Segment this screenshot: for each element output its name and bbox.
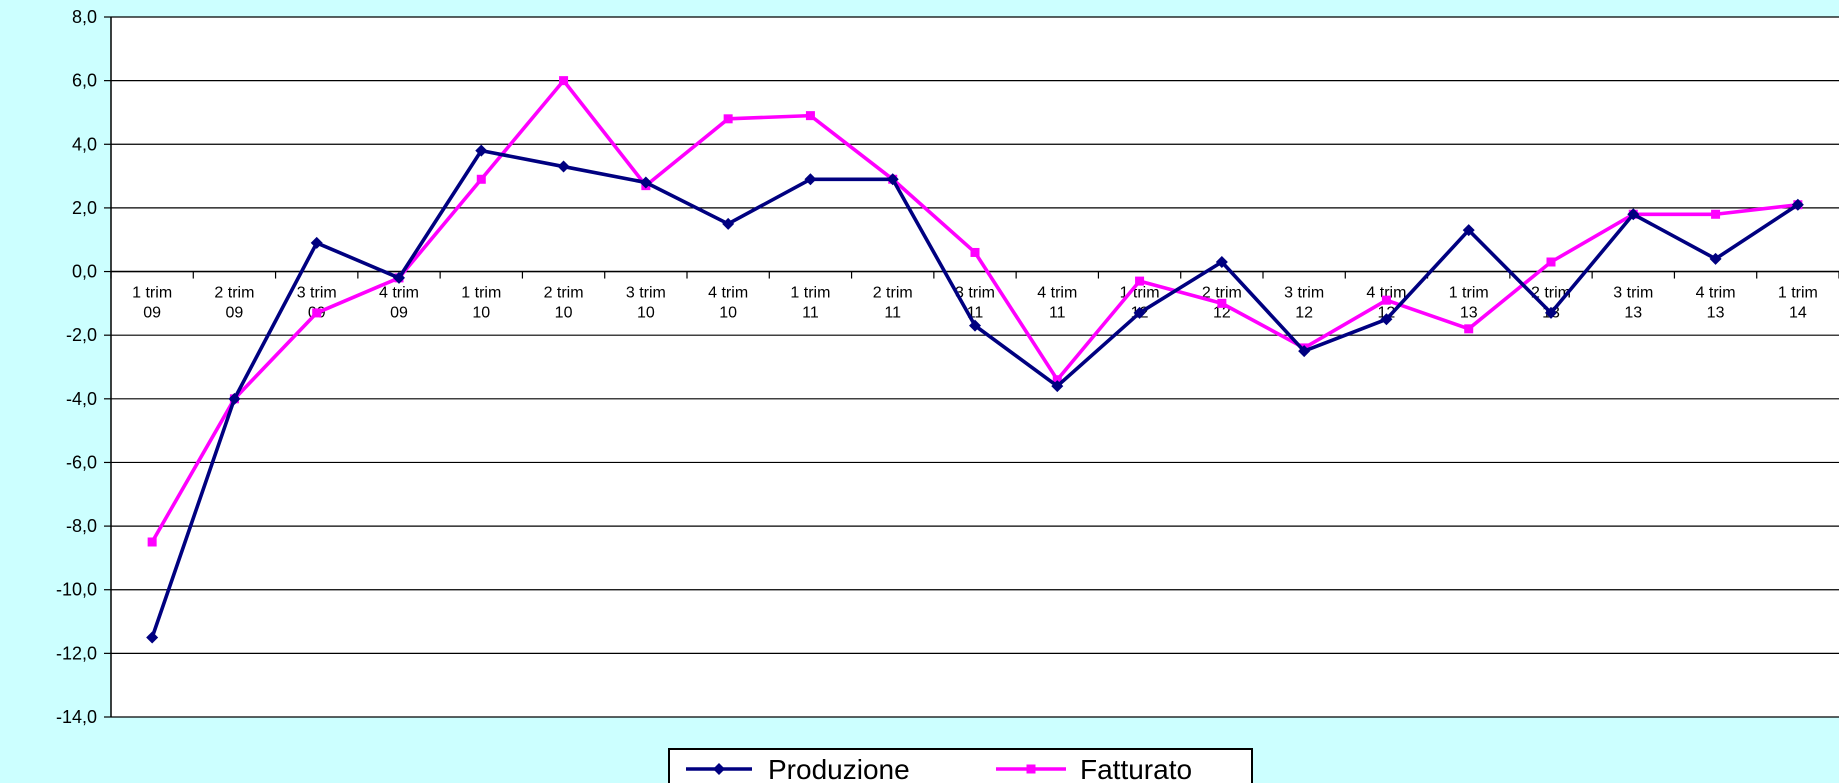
x-tick-label-line1: 2 trim xyxy=(1531,285,1571,302)
x-tick-label-line1: 4 trim xyxy=(708,285,748,302)
x-tick-label-line1: 3 trim xyxy=(1284,285,1324,302)
produzione-point xyxy=(228,392,241,405)
x-tick-label-line1: 1 trim xyxy=(132,285,172,302)
legend-produzione-marker xyxy=(713,763,725,775)
x-tick-label-line1: 4 trim xyxy=(379,285,419,302)
x-tick-label-line2: 10 xyxy=(637,305,655,322)
x-tick-label-line2: 12 xyxy=(1295,305,1313,322)
fatturato-point xyxy=(147,537,157,547)
x-tick-label-line1: 2 trim xyxy=(544,285,584,302)
fatturato-point xyxy=(476,174,486,184)
x-tick-label-line2: 13 xyxy=(1460,305,1478,322)
x-tick-label-line1: 3 trim xyxy=(297,285,337,302)
fatturato-point xyxy=(1711,209,1721,219)
produzione-point xyxy=(393,271,405,284)
produzione-point xyxy=(1298,345,1311,358)
produzione-point xyxy=(1380,313,1393,326)
y-tick-label: 2,0 xyxy=(72,198,97,218)
produzione-point xyxy=(639,176,652,189)
produzione-point xyxy=(1215,256,1228,268)
produzione-point xyxy=(1051,380,1064,393)
x-tick-label-line2: 14 xyxy=(1789,305,1807,322)
x-tick-label-line2: 12 xyxy=(1213,305,1231,322)
x-tick-label-line1: 2 trim xyxy=(873,285,913,302)
x-tick-label-line2: 11 xyxy=(884,305,901,322)
x-tick-label-line2: 13 xyxy=(1707,305,1725,322)
produzione-point xyxy=(310,236,323,249)
produzione-point xyxy=(557,160,570,173)
x-tick-label-line1: 2 trim xyxy=(214,285,254,302)
y-tick-label: -10,0 xyxy=(56,580,97,600)
fatturato-point xyxy=(1052,375,1062,385)
x-tick-label-line1: 1 trim xyxy=(1778,285,1818,302)
x-tick-label-line1: 3 trim xyxy=(955,285,995,302)
fatturato-point xyxy=(1135,276,1145,286)
y-tick-label: 6,0 xyxy=(72,71,97,91)
x-tick-label-line2: 12 xyxy=(1378,305,1396,322)
x-tick-label-line2: 09 xyxy=(390,305,408,322)
y-tick-label: 8,0 xyxy=(72,7,97,27)
produzione-point xyxy=(886,173,899,186)
fatturato-point xyxy=(1464,324,1474,334)
y-tick-label: 0,0 xyxy=(72,262,97,282)
x-tick-label-line1: 4 trim xyxy=(1037,285,1077,302)
produzione-point xyxy=(475,144,488,157)
x-tick-label-line1: 2 trim xyxy=(1202,285,1242,302)
x-tick-label-line2: 11 xyxy=(1049,305,1066,322)
legend-box xyxy=(668,748,1253,783)
x-tick-label-line2: 13 xyxy=(1624,305,1642,322)
y-tick-label: -14,0 xyxy=(56,707,97,727)
legend-produzione-label: Produzione xyxy=(768,754,910,783)
produzione-point xyxy=(804,173,817,186)
x-tick-label-line2: 09 xyxy=(226,305,244,322)
fatturato-point xyxy=(1217,298,1227,308)
plot-area xyxy=(111,17,1839,717)
series-layer xyxy=(146,76,1804,644)
produzione-point xyxy=(1709,252,1722,265)
x-tick-label-line1: 1 trim xyxy=(790,285,830,302)
produzione-point xyxy=(1545,306,1557,319)
x-tick-label-line1: 3 trim xyxy=(626,285,666,302)
x-tick-label-line1: 4 trim xyxy=(1696,285,1736,302)
y-tick-label: -8,0 xyxy=(66,516,97,536)
fatturato-point xyxy=(312,308,322,318)
y-tick-label: -12,0 xyxy=(56,643,97,663)
x-tick-label-line1: 1 trim xyxy=(461,285,501,302)
fatturato-point xyxy=(723,114,733,124)
fatturato-point xyxy=(1546,257,1556,267)
y-tick-label: -2,0 xyxy=(66,325,97,345)
x-tick-label-line2: 10 xyxy=(719,305,737,322)
x-tick-label-line1: 1 trim xyxy=(1120,285,1160,302)
fatturato-point xyxy=(970,247,980,257)
fatturato-point xyxy=(805,111,815,121)
x-tick-label-line1: 4 trim xyxy=(1366,285,1406,302)
produzione-point xyxy=(722,217,735,230)
produzione-point xyxy=(969,319,981,332)
legend-fatturato-label: Fatturato xyxy=(1080,754,1192,783)
y-tick-label: -4,0 xyxy=(66,389,97,409)
x-tick-label-line1: 3 trim xyxy=(1613,285,1653,302)
produzione-point xyxy=(1791,198,1804,211)
fatturato-point xyxy=(1381,295,1391,305)
x-tick-label-line2: 10 xyxy=(472,305,490,322)
x-tick-label-line2: 10 xyxy=(555,305,573,322)
gridlines xyxy=(111,16,1839,718)
y-axis: 8,0 6,0 4,0 2,0 0,0 -2,0 -4,0 -6,0 -8,0 -10,0 -12,… xyxy=(56,7,112,727)
produzione-point xyxy=(1462,224,1475,237)
produzione-point xyxy=(146,631,159,644)
legend-fatturato-marker xyxy=(1026,764,1036,774)
produzione-point xyxy=(1133,306,1146,319)
y-tick-label: -6,0 xyxy=(66,452,97,472)
legend: Produzione Fatturato xyxy=(668,748,1253,783)
produzione-point xyxy=(1627,208,1640,221)
x-tick-label-line2: 11 xyxy=(802,305,819,322)
fatturato-point xyxy=(559,76,569,86)
x-tick-label-line2: 09 xyxy=(143,305,161,322)
x-tick-label-line1: 1 trim xyxy=(1449,285,1489,302)
y-tick-label: 4,0 xyxy=(72,134,97,154)
series-produzione xyxy=(146,144,1804,644)
